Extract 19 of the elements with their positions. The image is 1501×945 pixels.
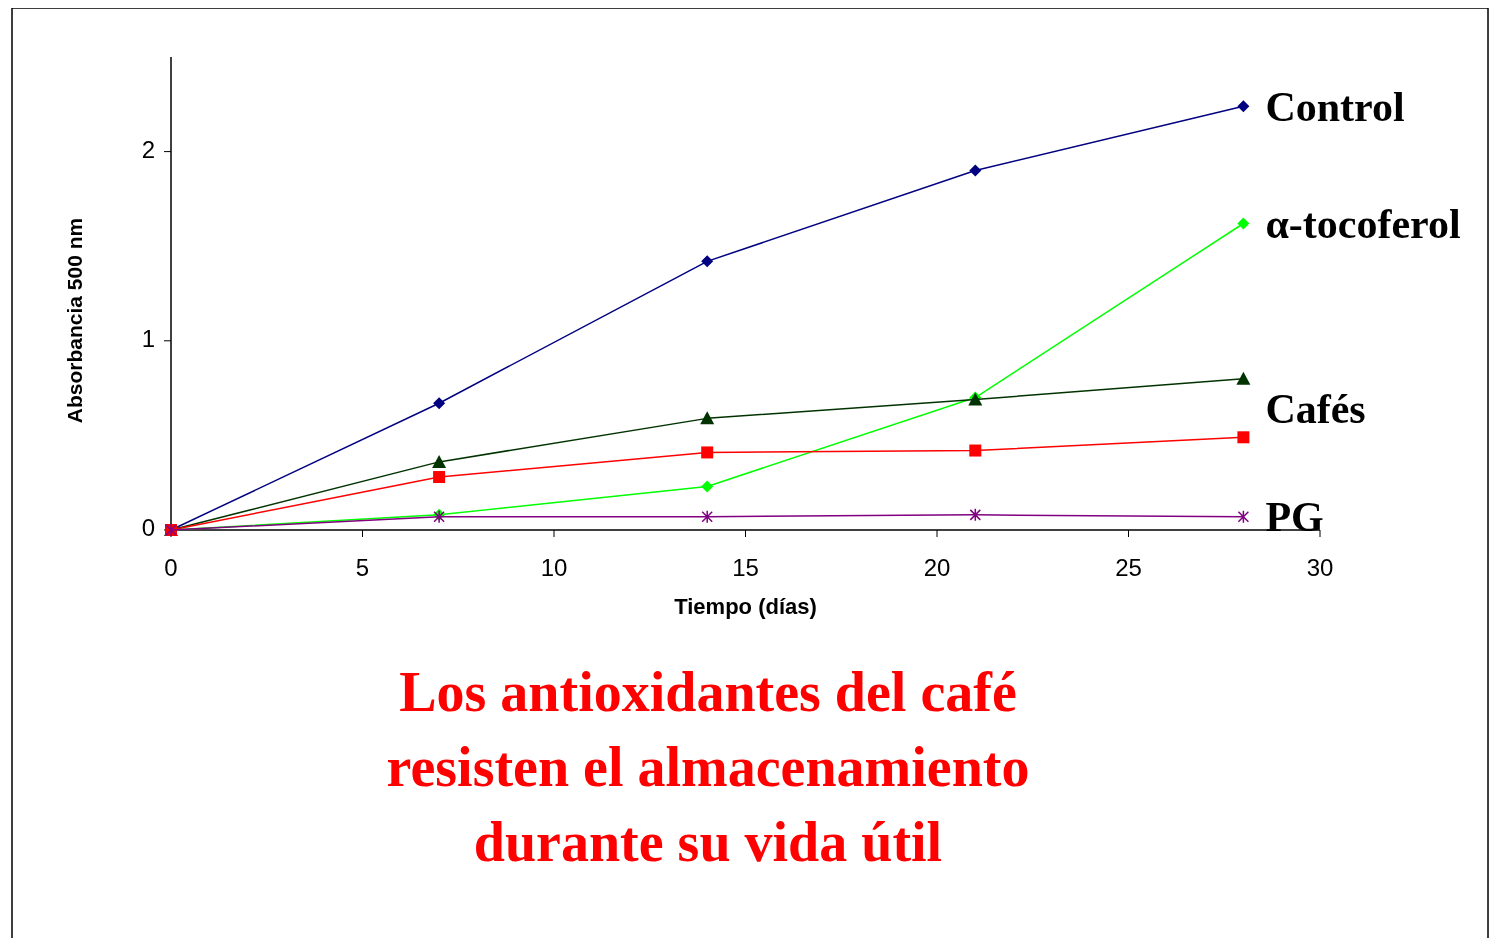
x-tick-label: 25 <box>1115 554 1142 581</box>
y-tick-label: 0 <box>141 514 155 542</box>
series-label: α-tocoferol <box>1265 201 1461 248</box>
x-tick-label: 10 <box>540 554 568 581</box>
x-tick-label: 15 <box>732 554 759 581</box>
x-tick-label: 20 <box>923 554 951 581</box>
series-label: Control <box>1265 83 1405 130</box>
x-axis-title: Tiempo (días) <box>674 594 817 619</box>
series-label: Cafés <box>1265 386 1366 433</box>
series-label: PG <box>1265 494 1324 541</box>
x-tick-label: 0 <box>164 554 178 581</box>
x-tick-label: 30 <box>1306 554 1334 581</box>
y-axis-title: Absorbancia 500 nm <box>63 217 86 424</box>
x-tick-label: 5 <box>355 554 370 581</box>
text: durante su vida útil <box>473 810 943 873</box>
y-tick-label: 2 <box>141 135 155 163</box>
y-tick-label: 1 <box>141 325 155 353</box>
text: resisten el almacenamiento <box>386 735 1030 798</box>
text: Los antioxidantes del café <box>399 660 1017 723</box>
